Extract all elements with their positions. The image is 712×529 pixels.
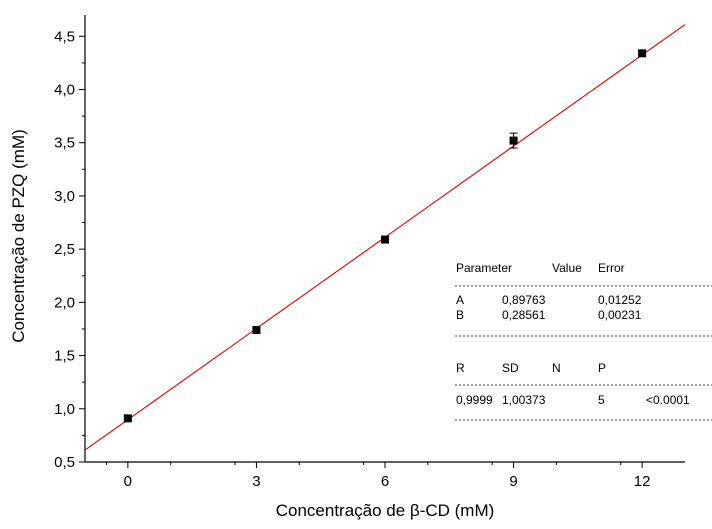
y-tick-label: 1,5 bbox=[54, 348, 75, 365]
x-tick-label: 3 bbox=[252, 473, 260, 490]
table-stat-header: R bbox=[456, 361, 465, 375]
y-axis-title: Concentração de PZQ (mM) bbox=[9, 129, 28, 343]
y-tick-label: 0,5 bbox=[54, 454, 75, 471]
y-tick-label: 4,0 bbox=[54, 82, 75, 99]
table-stat-value: 5 bbox=[598, 393, 605, 407]
table-stat-value: 1,00373 bbox=[502, 393, 546, 407]
stats-table: Parameter Value Error A 0,89763 0,01252 B 0,285… bbox=[455, 261, 712, 421]
y-tick-label: 1,0 bbox=[54, 401, 75, 418]
data-points bbox=[123, 49, 647, 423]
y-tick-label: 4,5 bbox=[54, 28, 75, 45]
table-param-value: 0,28561 bbox=[502, 308, 546, 322]
x-tick-label: 6 bbox=[381, 473, 389, 490]
table-header-parameter: Parameter bbox=[456, 261, 512, 275]
table-stat-value: 0,9999 bbox=[456, 393, 493, 407]
y-tick-label: 2,0 bbox=[54, 294, 75, 311]
y-tick-label: 3,0 bbox=[54, 188, 75, 205]
data-point bbox=[509, 136, 518, 145]
table-header-error: Error bbox=[598, 261, 625, 275]
y-tick-label: 3,5 bbox=[54, 135, 75, 152]
table-param-name: B bbox=[456, 308, 464, 322]
table-param-name: A bbox=[456, 293, 464, 307]
x-tick-label: 0 bbox=[124, 473, 132, 490]
x-tick-label: 12 bbox=[634, 473, 651, 490]
table-param-error: 0,01252 bbox=[598, 293, 642, 307]
data-point bbox=[381, 235, 389, 244]
x-tick-label: 9 bbox=[509, 473, 517, 490]
data-point bbox=[123, 414, 132, 423]
axes: 0 3 6 9 12 0,5 1,0 1,5 2,0 2,5 3,0 3,5 4,0 4,5 bbox=[54, 15, 685, 490]
table-param-value: 0,89763 bbox=[502, 293, 546, 307]
data-point bbox=[638, 49, 647, 58]
data-point bbox=[252, 326, 261, 335]
x-axis-title: Concentração de β-CD (mM) bbox=[276, 501, 495, 520]
table-stat-header: SD bbox=[502, 361, 519, 375]
table-header-value: Value bbox=[552, 261, 582, 275]
table-stat-header: P bbox=[598, 361, 606, 375]
y-tick-label: 2,5 bbox=[54, 241, 75, 258]
table-param-error: 0,00231 bbox=[598, 308, 642, 322]
table-stat-header: N bbox=[552, 361, 561, 375]
table-stat-value: <0.0001 bbox=[646, 393, 690, 407]
